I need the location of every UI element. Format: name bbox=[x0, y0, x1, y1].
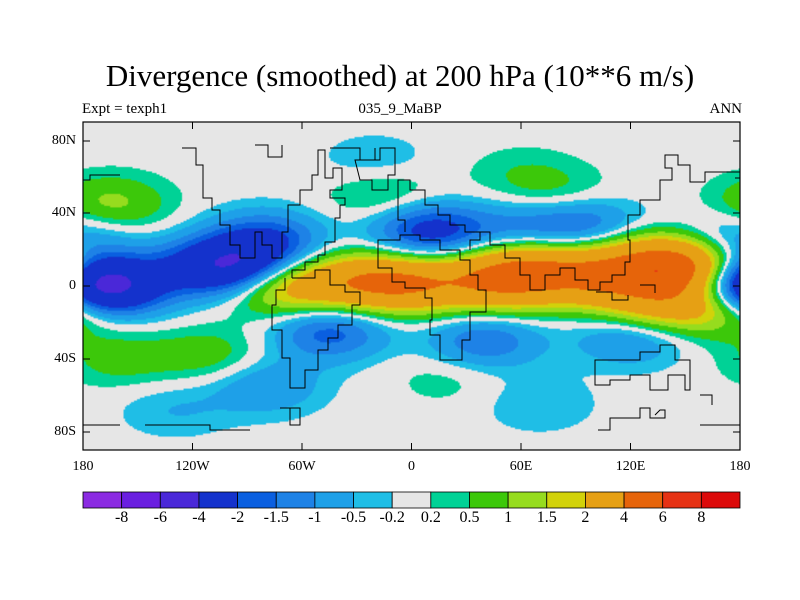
coastline-new-zealand bbox=[700, 394, 713, 405]
colorbar-label: 0.5 bbox=[459, 509, 480, 526]
coastline-australia bbox=[594, 344, 691, 391]
lon-label-180w: 180 bbox=[72, 459, 94, 474]
lon-label-60e: 60E bbox=[509, 459, 533, 474]
colorbar-box bbox=[546, 491, 586, 509]
colorbar-box bbox=[82, 491, 123, 509]
colorbar-box bbox=[391, 491, 432, 509]
lat-label-0: 0 bbox=[69, 278, 76, 293]
colorbar-label: 1.5 bbox=[536, 509, 557, 526]
colorbar-box bbox=[353, 491, 393, 509]
coastline-asia bbox=[480, 154, 740, 291]
lat-ticks bbox=[83, 140, 740, 433]
colorbar-box bbox=[430, 491, 470, 509]
coastline-europe bbox=[397, 179, 481, 250]
colorbar-label: -0.5 bbox=[340, 509, 367, 526]
colorbar-box bbox=[159, 491, 200, 509]
case-label: 035_9_MaBP bbox=[358, 101, 442, 117]
coastline-greenland bbox=[354, 147, 396, 191]
colorbar-box bbox=[121, 491, 161, 509]
lon-label-120w: 120W bbox=[175, 459, 210, 474]
coastline-indonesia bbox=[596, 284, 656, 301]
colorbar-label: -2 bbox=[230, 509, 245, 526]
lon-label-60w: 60W bbox=[288, 459, 316, 474]
coastline-alaska bbox=[83, 174, 740, 181]
colorbar-label: -4 bbox=[192, 509, 206, 526]
colorbar-label: -1.5 bbox=[263, 509, 289, 526]
lon-label-120e: 120E bbox=[615, 459, 646, 474]
coastline-antarctica bbox=[83, 407, 740, 431]
coastline-south-america bbox=[271, 269, 361, 389]
experiment-label: Expt = texph1 bbox=[82, 101, 168, 117]
lon-label-180e: 180 bbox=[729, 459, 751, 474]
lat-label-40n: 40N bbox=[51, 205, 76, 220]
colorbar-box bbox=[700, 491, 741, 509]
colorbar-label: 1 bbox=[504, 509, 513, 526]
colorbar-label: 2 bbox=[581, 509, 590, 526]
colorbar-label: -8 bbox=[114, 509, 129, 526]
lat-label-40s: 40S bbox=[54, 351, 76, 366]
colorbar-label: 6 bbox=[658, 509, 667, 526]
coastline-north-america bbox=[182, 147, 346, 278]
colorbar-box bbox=[662, 491, 702, 509]
colorbar-box bbox=[623, 491, 664, 509]
lat-label-80n: 80N bbox=[51, 133, 76, 148]
lon-label-0: 0 bbox=[408, 459, 415, 474]
colorbar-label: 8 bbox=[697, 509, 706, 526]
colorbar-label: -0.2 bbox=[379, 509, 405, 526]
lon-ticks bbox=[192, 122, 631, 450]
plot-title: Divergence (smoothed) at 200 hPa (10**6 … bbox=[105, 58, 695, 93]
colorbar-box bbox=[585, 491, 625, 509]
lat-label-80s: 80S bbox=[54, 424, 76, 439]
colorbar-label: -6 bbox=[153, 509, 167, 526]
coastlines bbox=[83, 144, 740, 431]
colorbar-box bbox=[314, 491, 354, 509]
season-label: ANN bbox=[709, 101, 743, 117]
colorbar-box bbox=[198, 491, 238, 509]
divergence-field bbox=[83, 122, 740, 450]
colorbar-box bbox=[237, 491, 277, 509]
colorbar-label: -1 bbox=[308, 509, 322, 526]
colorbar-box bbox=[469, 491, 509, 509]
colorbar-box bbox=[507, 491, 548, 509]
colorbar-box bbox=[275, 491, 316, 509]
colorbar bbox=[82, 491, 741, 509]
colorbar-label: 4 bbox=[620, 509, 629, 526]
colorbar-label: 0.2 bbox=[420, 509, 441, 526]
coastline-africa bbox=[377, 234, 487, 361]
